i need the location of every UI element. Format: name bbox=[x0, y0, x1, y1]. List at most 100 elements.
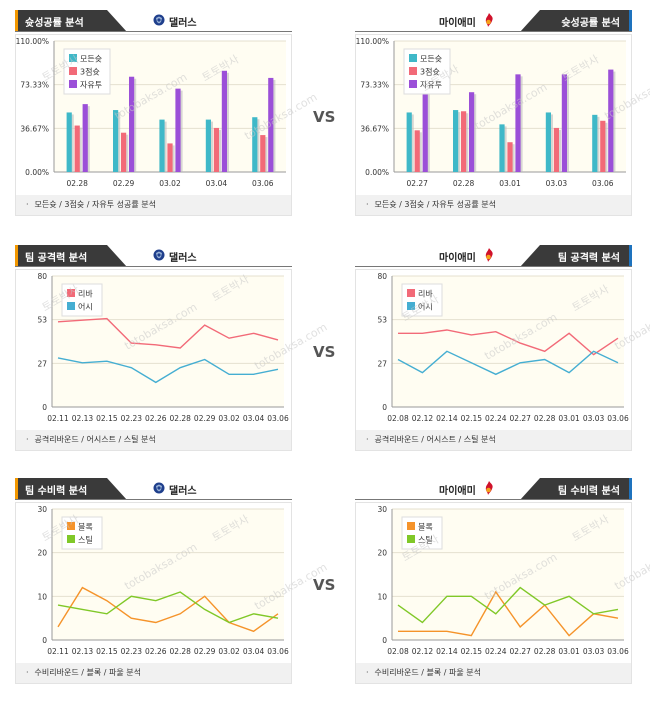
x-tick-label: 02.26 bbox=[145, 647, 167, 656]
bar bbox=[167, 143, 173, 172]
team-name: 마이애미 bbox=[439, 486, 476, 497]
y-tick-label: 36.67% bbox=[360, 124, 389, 133]
legend-swatch bbox=[67, 302, 75, 310]
bar-chart: 0.00% 36.67% 73.33% 110.00% 02.27 02.28 03.01 0… bbox=[356, 37, 626, 188]
x-tick-label: 03.02 bbox=[159, 179, 181, 188]
legend-label: 블록 bbox=[418, 522, 433, 532]
panel-header: 팀 수비력 분석 마이애미 bbox=[355, 478, 632, 500]
line-chart: 0 27 53 80 02.08 02.12 02.14 02.15 02.24 02.27 02.… bbox=[377, 272, 629, 423]
bar bbox=[461, 111, 467, 172]
bar bbox=[175, 88, 181, 172]
bar bbox=[159, 119, 165, 172]
team-name: 댈러스 bbox=[169, 18, 197, 29]
panel-right: 팀 공격력 분석 마이애미 0 27 53 80 02.08 02.12 02.14 02.15 0… bbox=[355, 245, 632, 451]
header-tab bbox=[520, 478, 629, 500]
legend-label: 스틸 bbox=[418, 535, 433, 545]
bar bbox=[268, 77, 274, 172]
bullet-icon: · bbox=[26, 435, 29, 444]
bullet-icon: · bbox=[26, 668, 29, 677]
chart-footer: · 수비리바운드 / 블록 / 파울 분석 bbox=[355, 663, 632, 684]
chart-box: 0 10 20 30 02.08 02.12 02.14 02.15 02.24 02.27 02.… bbox=[355, 502, 632, 664]
x-tick-label: 02.08 bbox=[387, 647, 409, 656]
x-tick-label: 02.28 bbox=[534, 647, 556, 656]
y-tick-label: 110.00% bbox=[16, 37, 49, 46]
footer-text: 수비리바운드 / 블록 / 파울 분석 bbox=[374, 668, 481, 677]
bar bbox=[553, 127, 559, 172]
y-tick-label: 0 bbox=[382, 403, 387, 412]
bar bbox=[252, 117, 258, 172]
header-accent bbox=[629, 245, 632, 267]
team-logo bbox=[483, 248, 495, 262]
y-tick-label: 10 bbox=[37, 592, 47, 601]
y-tick-label: 73.33% bbox=[360, 81, 389, 90]
header-banner bbox=[355, 245, 632, 267]
x-tick-label: 02.13 bbox=[72, 647, 94, 656]
bar bbox=[422, 82, 428, 172]
y-tick-label: 27 bbox=[37, 359, 47, 368]
footer-text: 수비리바운드 / 블록 / 파울 분석 bbox=[34, 668, 141, 677]
legend-label: 자유투 bbox=[80, 81, 102, 90]
y-tick-label: 73.33% bbox=[20, 81, 49, 90]
panel-header: 팀 공격력 분석 마이애미 bbox=[355, 245, 632, 267]
mavericks-icon bbox=[153, 249, 165, 261]
legend-swatch bbox=[407, 535, 415, 543]
y-tick-label: 0.00% bbox=[365, 168, 389, 177]
series-line bbox=[57, 591, 279, 624]
x-tick-label: 02.11 bbox=[47, 414, 69, 423]
mavericks-icon bbox=[153, 482, 165, 494]
legend-label: 모든슛 bbox=[420, 55, 442, 64]
x-tick-label: 02.28 bbox=[534, 414, 556, 423]
header-tab bbox=[18, 10, 127, 32]
y-tick-label: 36.67% bbox=[20, 124, 49, 133]
x-tick-label: 02.11 bbox=[47, 647, 69, 656]
x-tick-label: 02.23 bbox=[121, 647, 143, 656]
bar bbox=[406, 112, 412, 172]
y-tick-label: 30 bbox=[377, 505, 387, 514]
x-tick-label: 03.01 bbox=[558, 414, 580, 423]
bar bbox=[66, 112, 72, 172]
x-tick-label: 02.08 bbox=[387, 414, 409, 423]
y-tick-label: 80 bbox=[377, 272, 387, 281]
series-line bbox=[57, 357, 279, 384]
x-tick-label: 03.06 bbox=[592, 179, 614, 188]
footer-text: 모든슛 / 3점슛 / 자유투 성공률 분석 bbox=[34, 200, 156, 209]
x-tick-label: 03.02 bbox=[218, 414, 240, 423]
x-tick-label: 03.01 bbox=[558, 647, 580, 656]
y-tick-label: 110.00% bbox=[356, 37, 389, 46]
mavericks-icon bbox=[153, 14, 165, 26]
y-tick-label: 53 bbox=[377, 316, 387, 325]
bar bbox=[213, 127, 219, 172]
header-accent bbox=[15, 245, 18, 267]
heat-icon bbox=[485, 481, 493, 495]
line-chart: 0 27 53 80 02.11 02.13 02.15 02.23 02.26 02.28 02.… bbox=[37, 272, 289, 423]
legend-swatch bbox=[407, 302, 415, 310]
bar bbox=[499, 124, 505, 172]
bar bbox=[414, 130, 420, 172]
chart-footer: · 수비리바운드 / 블록 / 파울 분석 bbox=[15, 663, 292, 684]
bar-chart: 0.00% 36.67% 73.33% 110.00% 02.28 02.29 03.02 0… bbox=[16, 37, 286, 188]
bar bbox=[74, 125, 80, 172]
section-title: 팀 공격력 분석 bbox=[557, 253, 620, 264]
x-tick-label: 02.27 bbox=[406, 179, 428, 188]
team-name: 댈러스 bbox=[169, 486, 197, 497]
series-line bbox=[398, 590, 619, 637]
x-tick-label: 02.14 bbox=[436, 647, 458, 656]
panel-header: 슛성공률 분석 댈러스 bbox=[15, 10, 292, 32]
legend-swatch bbox=[67, 535, 75, 543]
chart-box: 0 27 53 80 02.11 02.13 02.15 02.23 02.26 02.28 02.… bbox=[15, 269, 292, 431]
chart-box: 0 10 20 30 02.11 02.13 02.15 02.23 02.26 02.28 02.… bbox=[15, 502, 292, 664]
bar bbox=[469, 92, 475, 172]
x-tick-label: 03.03 bbox=[546, 179, 568, 188]
y-tick-label: 27 bbox=[377, 359, 387, 368]
panel-header: 팀 공격력 분석 댈러스 bbox=[15, 245, 292, 267]
x-tick-label: 02.26 bbox=[145, 414, 167, 423]
bar bbox=[515, 74, 521, 172]
bar bbox=[592, 114, 598, 172]
chart-footer: · 모든슛 / 3점슛 / 자유투 성공률 분석 bbox=[15, 195, 292, 216]
legend-label: 3점슛 bbox=[80, 67, 100, 77]
bar bbox=[82, 104, 88, 172]
panel-left: 팀 수비력 분석 댈러스 0 10 20 30 02.11 02.13 02.15 02.23 02… bbox=[15, 478, 292, 684]
team-logo bbox=[153, 14, 165, 26]
chart-footer: · 공격리바운드 / 어시스트 / 스틸 분석 bbox=[15, 430, 292, 451]
y-tick-label: 10 bbox=[377, 592, 387, 601]
